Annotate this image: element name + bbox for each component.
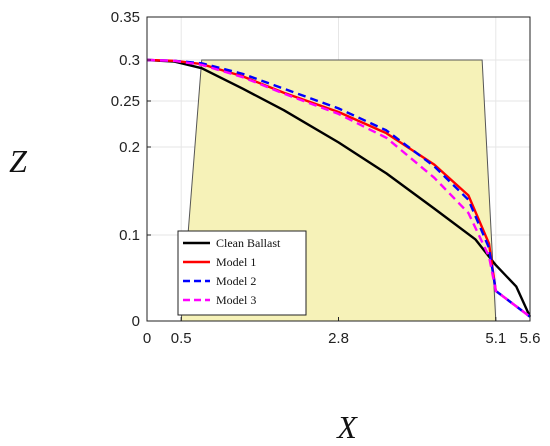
y-tick-label: 0.2	[119, 139, 140, 156]
x-tick-label: 2.8	[328, 330, 349, 347]
y-tick-label: 0.25	[111, 93, 140, 110]
legend: Clean Ballast Model 1 Model 2 Model 3	[177, 230, 307, 316]
legend-label: Model 1	[216, 255, 256, 269]
series-layer	[146, 58, 532, 318]
x-tick-label: 0.5	[171, 330, 192, 347]
legend-label: Model 2	[216, 274, 256, 288]
y-tick-label: 0.1	[119, 227, 140, 244]
y-axis-label: Z	[9, 143, 28, 179]
x-tick-label: 5.1	[485, 330, 506, 347]
legend-label: Clean Ballast	[216, 236, 281, 250]
y-tick-label: 0.35	[111, 9, 140, 26]
x-axis-label: X	[335, 409, 358, 445]
series-line-model-3	[146, 58, 531, 318]
y-tick-label: 0.3	[119, 52, 140, 69]
series-line-model-2	[146, 58, 531, 318]
tick-layer: 0 0.5 2.8 5.1 5.6 0 0.1 0.2 0.25 0.3 0.35	[111, 9, 541, 347]
x-tick-label: 0	[143, 330, 151, 347]
legend-label: Model 3	[216, 293, 256, 307]
series-line-clean-ballast	[146, 58, 532, 318]
y-tick-label: 0	[132, 313, 140, 330]
x-tick-label: 5.6	[520, 330, 541, 347]
series-line-model-1	[146, 58, 531, 318]
